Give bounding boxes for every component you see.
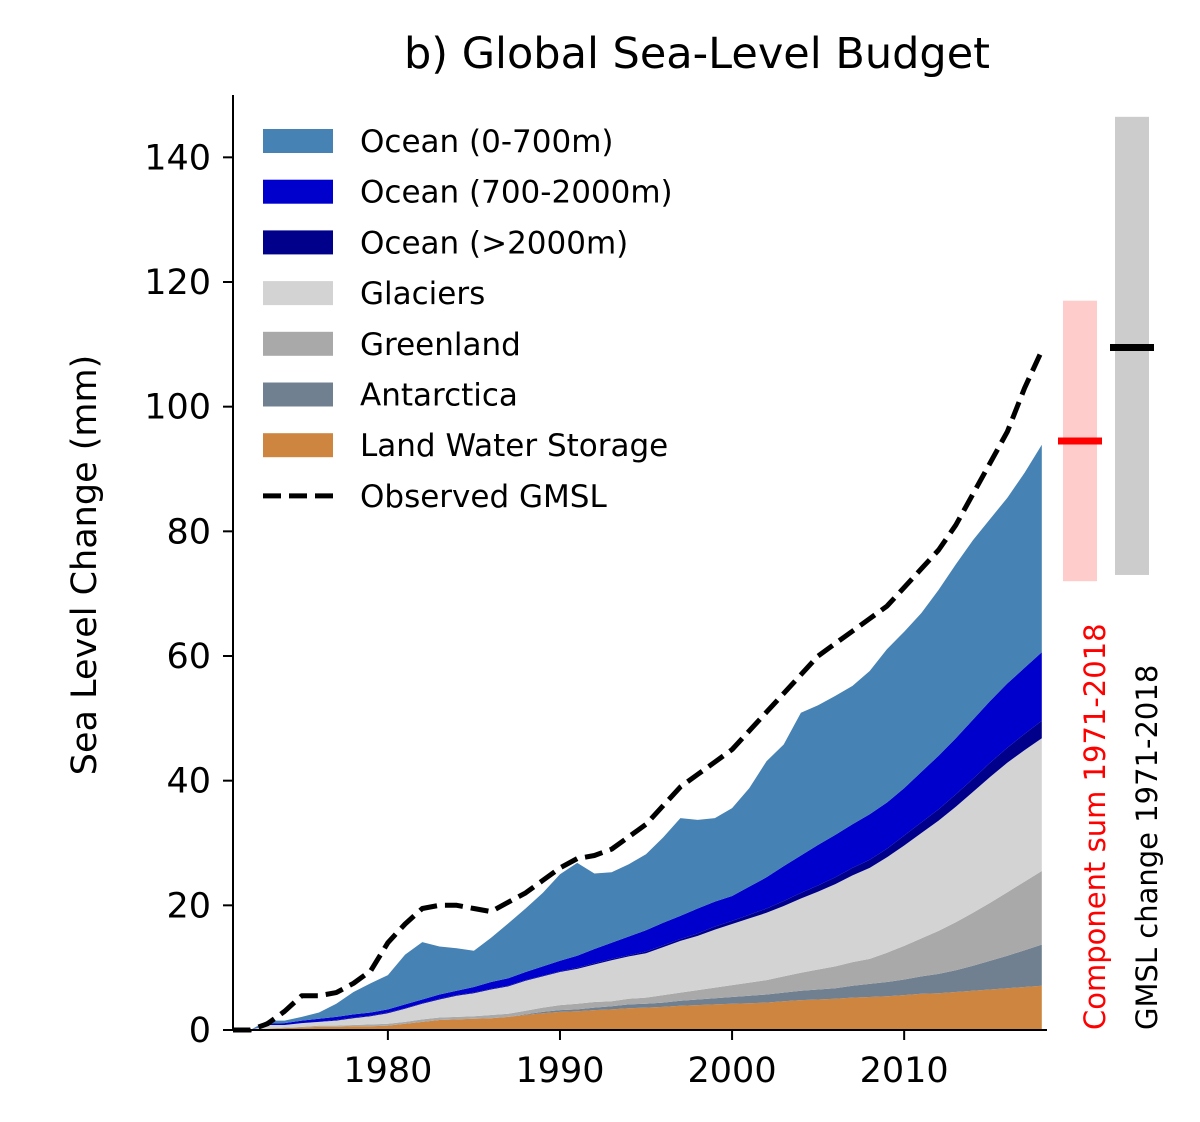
area-greenland (233, 871, 1042, 1030)
legend-label-ocean-700-2000m: Ocean (700-2000m) (360, 175, 673, 211)
legend-swatch-ocean-0-700m (263, 129, 333, 153)
observed-lines (233, 349, 1045, 1033)
y-tick-label: 40 (166, 762, 211, 802)
legend: Ocean (0-700m) Ocean (700-2000m) Ocean (>2… (263, 124, 673, 515)
y-tick-label: 80 (166, 512, 211, 552)
legend-label-greenland: Greenland (360, 327, 521, 363)
area-glaciers (233, 738, 1042, 1030)
y-tick-label: 20 (166, 886, 211, 926)
legend-label-antarctica: Antarctica (360, 378, 518, 414)
line-observed-gmsl (233, 349, 1045, 1033)
area-ocean-700-2000m (233, 652, 1042, 1030)
legend-swatch-ocean-2000m (263, 230, 333, 255)
y-tick-label: 120 (144, 263, 211, 303)
x-tick-label: 2000 (688, 1051, 777, 1091)
legend-label-observed-gmsl: Observed GMSL (360, 479, 607, 515)
area-land-water-storage (233, 985, 1042, 1030)
x-tick-label: 1990 (515, 1051, 604, 1091)
range-label-component-sum-1971-2018: Component sum 1971-2018 (1078, 623, 1112, 1030)
y-tick-label: 140 (144, 138, 211, 178)
side-uncertainty-bars: Component sum 1971-2018 GMSL change 1971-… (1058, 116, 1164, 1030)
x-tick-label: 2010 (860, 1051, 949, 1091)
y-tick-label: 0 (189, 1011, 211, 1051)
legend-swatch-land-water-storage (263, 433, 333, 458)
range-label-gmsl-change-1971-2018: GMSL change 1971-2018 (1130, 665, 1164, 1030)
area-antarctica (233, 944, 1042, 1030)
legend-swatch-greenland (263, 331, 333, 356)
stacked-areas (233, 444, 1042, 1030)
legend-swatch-antarctica (263, 382, 333, 407)
legend-label-ocean-0-700m: Ocean (0-700m) (360, 124, 613, 160)
y-tick-label: 60 (166, 637, 211, 677)
axes: 0 20 40 60 80 100 120 140 1980 1990 2000 2010 (144, 95, 1047, 1091)
legend-label-ocean-2000m: Ocean (>2000m) (360, 225, 628, 261)
chart-title: b) Global Sea-Level Budget (404, 29, 990, 79)
y-tick-label: 100 (144, 388, 211, 428)
area-ocean-0-700m (233, 444, 1042, 1030)
legend-swatch-ocean-700-2000m (263, 179, 333, 204)
legend-swatch-glaciers (263, 281, 333, 306)
legend-label-glaciers: Glaciers (360, 276, 485, 312)
legend-label-land-water-storage: Land Water Storage (360, 428, 668, 464)
y-axis-label: Sea Level Change (mm) (65, 355, 105, 775)
x-tick-label: 1980 (343, 1051, 432, 1091)
